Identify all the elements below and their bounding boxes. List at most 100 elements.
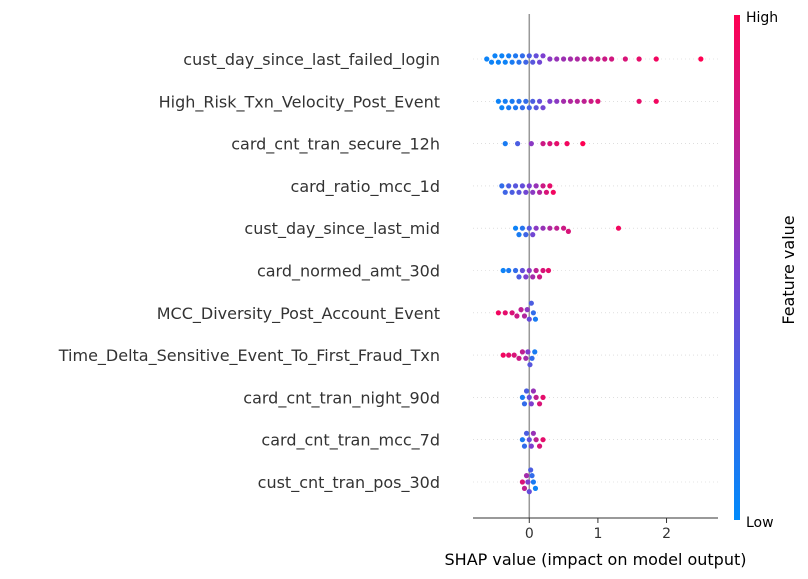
shap-point	[530, 98, 536, 104]
shap-point	[506, 183, 512, 189]
shap-point	[523, 59, 529, 65]
shap-point	[516, 232, 522, 238]
colorbar-title: Feature value	[779, 215, 798, 324]
shap-point	[536, 274, 543, 280]
shap-point	[540, 394, 546, 400]
feature-label: card_ratio_mcc_1d	[291, 177, 440, 197]
feature-label: card_cnt_tran_mcc_7d	[261, 431, 440, 451]
shap-point	[588, 56, 594, 62]
shap-point	[526, 437, 532, 443]
shap-point	[567, 98, 574, 104]
shap-point	[530, 274, 536, 280]
shap-point	[532, 349, 538, 355]
feature-label: cust_day_since_last_mid	[244, 219, 440, 239]
shap-point	[506, 105, 512, 111]
shap-point	[615, 225, 622, 231]
shap-point	[521, 443, 528, 449]
shap-point	[495, 59, 501, 65]
shap-point	[530, 189, 536, 195]
shap-point	[499, 53, 505, 59]
shap-point	[506, 352, 512, 358]
shap-point	[523, 189, 529, 195]
shap-point	[533, 53, 539, 59]
shap-point	[547, 98, 553, 104]
shap-point	[526, 105, 532, 111]
shap-point	[523, 355, 529, 361]
shap-point	[519, 225, 526, 231]
shap-point	[536, 189, 543, 195]
shap-point	[580, 141, 586, 147]
shap-point	[516, 274, 522, 280]
shap-point	[526, 489, 532, 495]
feature-label: High_Risk_Txn_Velocity_Post_Event	[159, 92, 440, 112]
shap-point	[595, 98, 601, 104]
shap-point	[525, 479, 531, 485]
beeswarm-points	[484, 53, 704, 495]
shap-point	[533, 105, 539, 111]
shap-point	[567, 56, 574, 62]
shap-point	[526, 267, 532, 274]
shap-point	[588, 98, 594, 104]
shap-point	[511, 352, 517, 358]
shap-point	[533, 225, 539, 231]
shap-point	[528, 300, 534, 306]
shap-point	[526, 225, 532, 231]
shap-point	[530, 479, 536, 485]
x-tick-label: 0	[525, 526, 534, 542]
shap-point	[540, 105, 546, 111]
shap-point	[523, 232, 529, 238]
shap-point	[519, 437, 526, 443]
shap-point	[519, 349, 526, 355]
shap-point	[554, 56, 560, 62]
shap-point	[698, 56, 704, 62]
shap-point	[519, 105, 526, 111]
x-axis-ticks: 0 1 2	[525, 518, 671, 542]
shap-point	[506, 267, 512, 274]
shap-point	[523, 388, 530, 394]
shap-point	[499, 183, 505, 189]
shap-point	[500, 267, 506, 274]
shap-point	[495, 310, 501, 316]
shap-point	[512, 225, 519, 231]
shap-point	[523, 274, 529, 280]
feature-labels: cust_day_since_last_failed_login High_Ris…	[58, 50, 440, 493]
shap-point	[550, 189, 556, 195]
feature-label: Time_Delta_Sensitive_Event_To_First_Frau…	[58, 346, 440, 366]
shap-point	[509, 189, 515, 195]
shap-point	[547, 183, 553, 189]
shap-point	[488, 59, 495, 65]
shap-point	[533, 437, 539, 443]
shap-point	[540, 53, 546, 59]
shap-point	[581, 98, 587, 104]
shap-point	[609, 56, 615, 62]
feature-label: MCC_Diversity_Post_Account_Event	[157, 304, 440, 324]
colorbar: High Low Feature value	[734, 10, 798, 531]
shap-point	[547, 141, 553, 147]
shap-point	[516, 355, 522, 361]
shap-point	[506, 53, 512, 59]
feature-label: cust_cnt_tran_pos_30d	[258, 473, 440, 493]
shap-point	[502, 189, 508, 195]
colorbar-low-label: Low	[746, 515, 774, 531]
shap-point	[636, 98, 642, 104]
shap-point	[530, 232, 536, 238]
shap-point	[512, 183, 519, 189]
shap-point	[536, 401, 543, 407]
shap-point	[526, 53, 532, 59]
shap-point	[512, 105, 519, 111]
shap-point	[581, 56, 587, 62]
shap-point	[526, 183, 532, 189]
shap-point	[515, 141, 521, 147]
shap-point	[543, 189, 550, 195]
shap-point	[533, 394, 539, 400]
shap-point	[533, 267, 539, 274]
shap-point	[521, 313, 528, 319]
x-tick-label: 1	[593, 526, 602, 542]
shap-point	[536, 98, 543, 104]
shap-point	[512, 267, 519, 274]
shap-point	[554, 225, 560, 231]
shap-point	[528, 141, 534, 147]
shap-point	[574, 98, 580, 104]
feature-label: card_cnt_tran_night_90d	[243, 388, 440, 408]
shap-point	[518, 307, 524, 313]
